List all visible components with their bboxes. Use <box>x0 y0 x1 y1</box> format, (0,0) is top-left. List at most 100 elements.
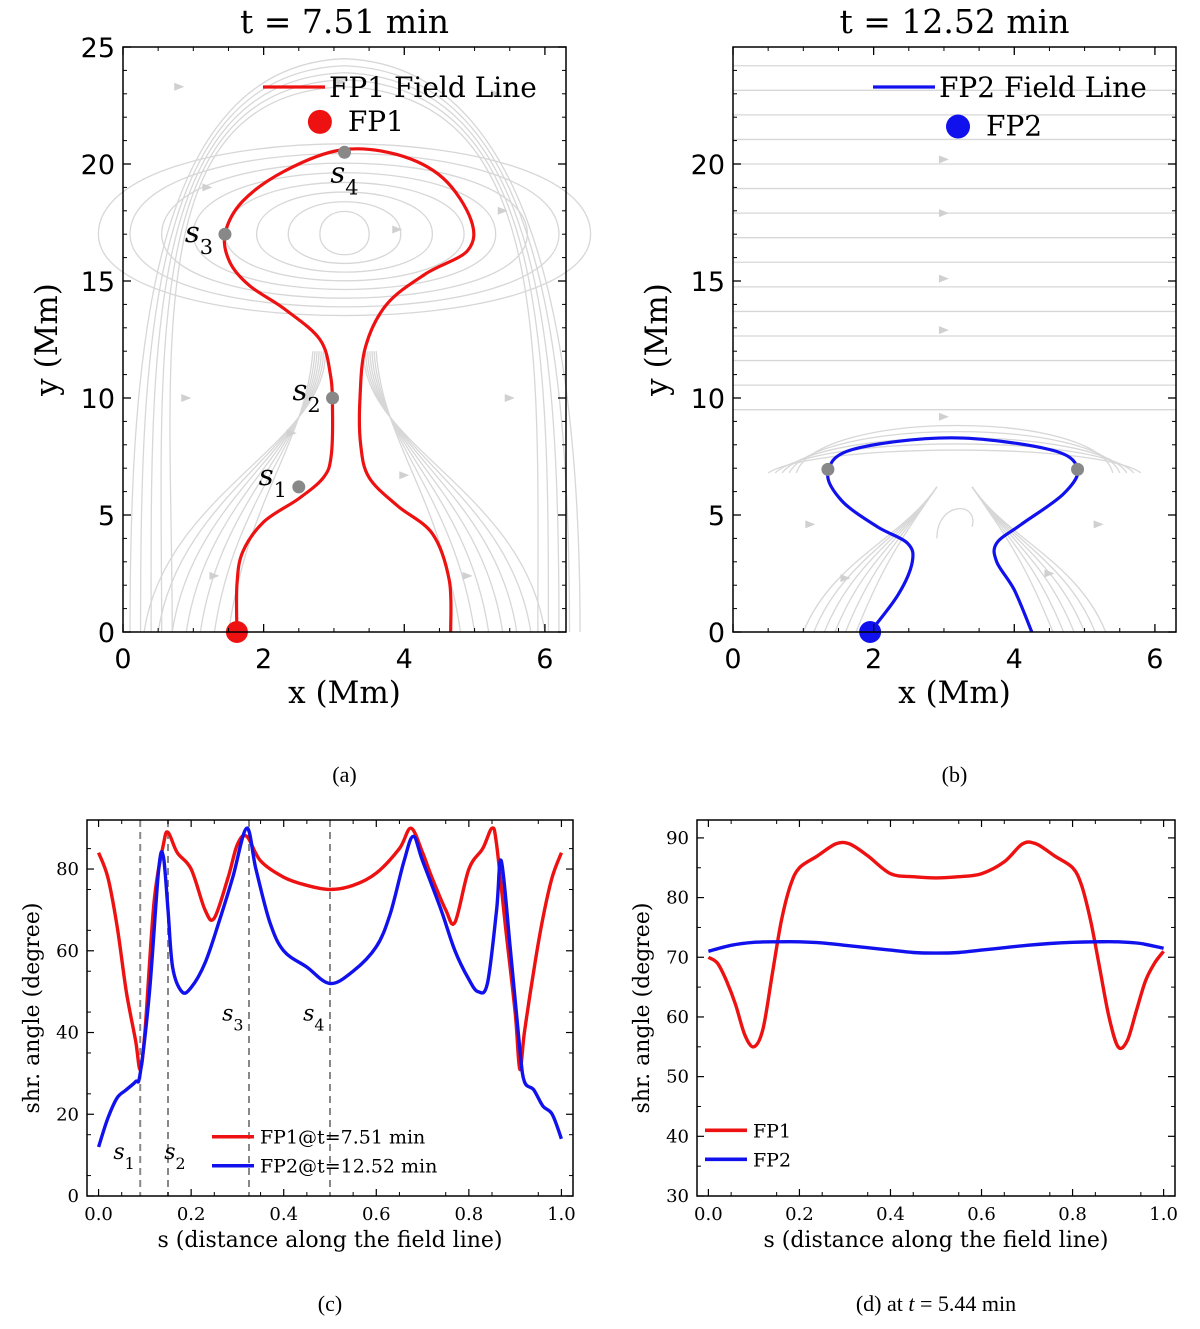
x-tick-label: 0 <box>724 644 741 675</box>
y-tick-label: 70 <box>666 947 689 968</box>
legend-point-swatch <box>307 109 332 134</box>
marker-label-s3: s3 <box>185 215 213 259</box>
x-tick-label: 4 <box>1006 644 1023 675</box>
field-line <box>826 436 1080 633</box>
streamline-arrow <box>174 82 185 91</box>
marker-s4 <box>338 145 351 159</box>
x-axis-label: s (distance along the field line) <box>157 1228 502 1253</box>
x-tick-label: 0.4 <box>876 1204 905 1225</box>
streamline-arrow <box>497 206 508 215</box>
streamline <box>287 201 402 265</box>
x-tick-label: 0.4 <box>269 1204 298 1225</box>
y-tick-label: 80 <box>666 888 689 909</box>
y-tick-label: 40 <box>666 1126 689 1147</box>
streamline <box>971 486 1054 633</box>
y-tick-label: 20 <box>56 1104 79 1125</box>
x-tick-label: 6 <box>1146 644 1163 675</box>
x-tick-label: 6 <box>536 644 553 675</box>
streamline-arrow <box>938 155 949 164</box>
streamline <box>224 181 465 282</box>
streamline <box>936 508 974 539</box>
streamline-arrow <box>286 429 297 438</box>
streamline <box>139 65 571 633</box>
streamline-arrow <box>392 225 403 234</box>
legend-line-label: FP1 Field Line <box>329 71 537 104</box>
legend-point-swatch <box>946 114 971 139</box>
streamline-arrow <box>399 471 410 480</box>
streamline-arrow <box>504 394 515 402</box>
streamline <box>971 486 1107 633</box>
x-tick-label: 4 <box>396 644 413 675</box>
panel-caption: (c) <box>318 1291 342 1316</box>
streamline <box>213 351 316 633</box>
y-axis-label: y (Mm) <box>29 283 65 397</box>
streamline <box>774 443 1135 474</box>
x-tick-label: 0 <box>114 644 131 675</box>
streamline <box>855 486 938 633</box>
y-axis-label: shr. angle (degree) <box>630 903 655 1114</box>
streamline <box>255 191 434 273</box>
streamline-arrow <box>202 183 213 192</box>
y-tick-label: 90 <box>666 828 689 849</box>
streamline <box>795 424 1114 474</box>
streamline <box>150 72 560 633</box>
x-tick-label: 0.0 <box>84 1204 113 1225</box>
y-tick-label: 5 <box>708 501 725 532</box>
marker-s3 <box>218 227 232 241</box>
streamline-arrow <box>938 326 949 335</box>
series-line-0 <box>97 826 563 1072</box>
streamline <box>362 351 546 633</box>
streamline-arrow <box>938 412 949 421</box>
streamline-arrow <box>490 89 501 98</box>
y-tick-label: 10 <box>81 384 115 415</box>
y-tick-label: 40 <box>56 1023 79 1044</box>
marker-s1 <box>292 480 306 494</box>
x-tick-label: 1.0 <box>1149 1204 1178 1225</box>
streamline <box>373 351 476 633</box>
streamline-arrow <box>938 209 949 218</box>
panel-title: t = 7.51 min <box>240 2 449 41</box>
vline-label-s3: s3 <box>222 1001 243 1034</box>
y-tick-label: 60 <box>666 1007 689 1028</box>
y-tick-label: 0 <box>98 618 115 649</box>
streamline <box>185 351 320 633</box>
streamline-arrow <box>840 574 851 583</box>
x-tick-label: 2 <box>255 644 272 675</box>
streamline <box>802 486 938 633</box>
streamline <box>160 79 550 633</box>
x-tick-label: 0.6 <box>362 1204 391 1225</box>
y-axis-label: y (Mm) <box>639 283 675 397</box>
legend-label-0: FP1 <box>753 1120 791 1142</box>
streamline-arrow <box>462 571 473 580</box>
x-tick-label: 0.8 <box>1058 1204 1087 1225</box>
y-tick-label: 20 <box>81 150 115 181</box>
series-line-1 <box>707 939 1164 955</box>
y-tick-label: 15 <box>81 267 115 298</box>
y-tick-label: 20 <box>691 150 725 181</box>
streamline-arrow <box>335 78 346 87</box>
vline-label-s1: s1 <box>113 1140 134 1173</box>
streamline-arrow <box>805 520 816 529</box>
marker-dot <box>821 462 835 476</box>
plot-frame <box>732 46 1177 633</box>
plot-frame <box>86 819 574 1197</box>
legend-label-1: FP2 <box>753 1149 791 1171</box>
streamline <box>367 351 518 633</box>
streamline <box>157 351 325 633</box>
field-line <box>222 147 476 633</box>
marker-label-s4: s4 <box>330 155 358 199</box>
streamline <box>171 351 322 633</box>
streamline-arrow <box>209 571 220 580</box>
x-tick-label: 2 <box>865 644 882 675</box>
plot-frame <box>696 819 1176 1197</box>
y-tick-label: 80 <box>56 859 79 880</box>
marker-label-s1: s1 <box>259 458 287 502</box>
streamline <box>375 351 462 633</box>
panel-caption: (d) at t = 5.44 min <box>856 1291 1016 1316</box>
streamline <box>364 351 532 633</box>
legend-line-label: FP2 Field Line <box>939 71 1147 104</box>
vline-label-s2: s2 <box>164 1140 185 1173</box>
x-tick-label: 0.2 <box>785 1204 814 1225</box>
marker-dot <box>1071 462 1085 476</box>
y-tick-label: 0 <box>68 1186 79 1207</box>
